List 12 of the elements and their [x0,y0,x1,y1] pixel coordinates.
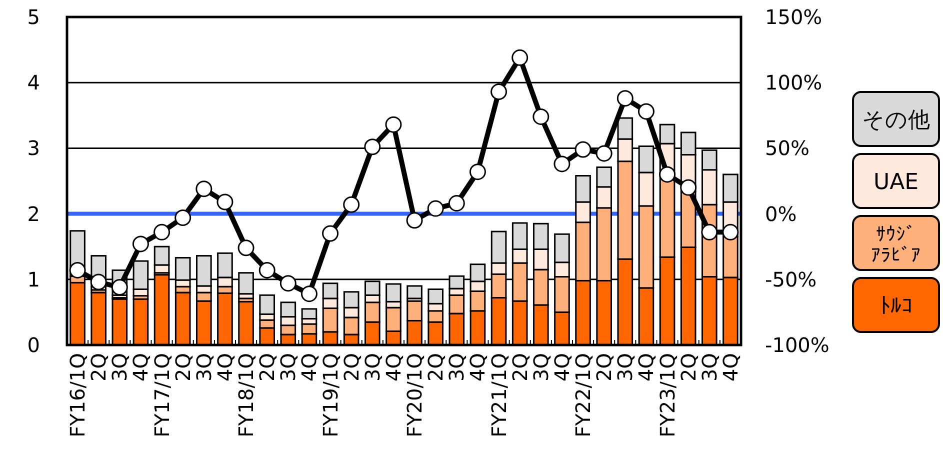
y-tick-label: 4 [27,70,40,95]
y2-tick-label: -100% [765,333,830,357]
y-tick-label: 3 [27,136,40,160]
y-tick-label: 5 [27,5,40,29]
y2-tick-label: -50% [765,267,817,292]
y2-tick-label: 0% [765,202,797,226]
y-tick-label: 1 [27,267,40,292]
y-tick-label: 2 [27,202,40,226]
y2-tick-label: 100% [765,70,822,95]
y2-tick-label: 150% [765,5,822,29]
y2-tick-label: 50% [765,136,810,160]
y-tick-label: 0 [27,333,40,357]
